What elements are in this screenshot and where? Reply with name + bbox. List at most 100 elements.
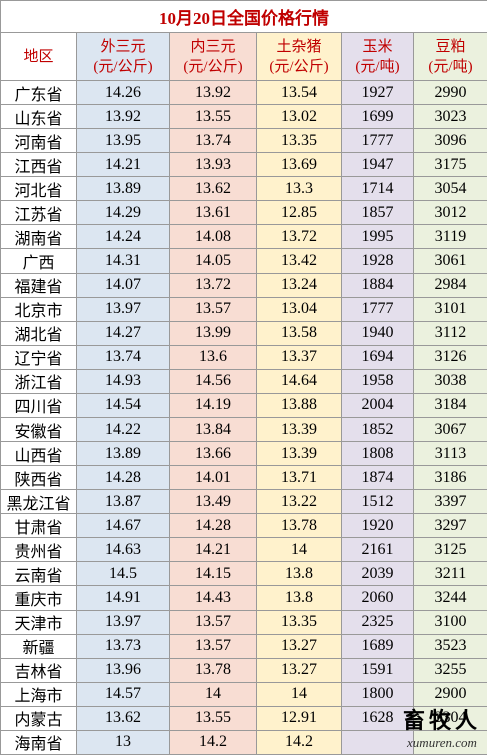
price-cell: 3113 (414, 442, 487, 467)
price-cell: 3397 (414, 490, 487, 515)
region-cell: 浙江省 (1, 369, 77, 394)
price-cell: 1874 (342, 466, 414, 491)
price-cell: 3096 (414, 129, 487, 154)
region-cell: 山西省 (1, 442, 77, 467)
price-cell: 13.92 (170, 81, 257, 106)
price-cell: 14.2 (257, 730, 342, 755)
region-cell: 陕西省 (1, 466, 77, 491)
price-cell: 3054 (414, 177, 487, 202)
price-cell: 13.87 (77, 490, 170, 515)
price-cell: 1800 (342, 682, 414, 707)
region-cell: 四川省 (1, 393, 77, 418)
price-cell: 13.27 (257, 658, 342, 683)
price-cell: 13.24 (257, 273, 342, 298)
price-cell: 13.37 (257, 345, 342, 370)
header-unit: (元/吨) (428, 58, 473, 75)
price-cell: 3100 (414, 610, 487, 635)
price-cell: 14.64 (257, 369, 342, 394)
price-cell: 3101 (414, 297, 487, 322)
price-cell: 2060 (342, 586, 414, 611)
price-cell: 14.07 (77, 273, 170, 298)
watermark-brand: 畜牧人 (402, 708, 481, 733)
price-cell: 3297 (414, 514, 487, 539)
price-cell: 1699 (342, 105, 414, 130)
price-cell: 14.2 (170, 730, 257, 755)
price-cell: 14.67 (77, 514, 170, 539)
price-cell: 13.49 (170, 490, 257, 515)
price-cell: 13.92 (77, 105, 170, 130)
header-cell: 地区 (1, 33, 77, 81)
price-cell: 14.63 (77, 538, 170, 563)
price-cell: 2984 (414, 273, 487, 298)
price-cell: 13.96 (77, 658, 170, 683)
header-cell: 豆粕 (元/吨) (414, 33, 487, 81)
header-name: 玉米 (362, 38, 393, 55)
header-name: 豆粕 (435, 38, 466, 55)
price-cell: 1777 (342, 297, 414, 322)
price-cell: 2004 (342, 393, 414, 418)
price-cell: 13.35 (257, 610, 342, 635)
header-unit: (元/公斤) (269, 58, 329, 75)
price-cell: 3023 (414, 105, 487, 130)
region-cell: 新疆 (1, 634, 77, 659)
watermark-site: xumuren.com (407, 735, 477, 750)
price-cell: 14.43 (170, 586, 257, 611)
region-cell: 江苏省 (1, 201, 77, 226)
price-cell: 1995 (342, 225, 414, 250)
region-cell: 山东省 (1, 105, 77, 130)
price-cell: 13.89 (77, 442, 170, 467)
price-cell: 13.97 (77, 610, 170, 635)
price-cell: 13.71 (257, 466, 342, 491)
price-cell: 3255 (414, 658, 487, 683)
price-cell: 14.31 (77, 249, 170, 274)
price-cell: 13.55 (170, 105, 257, 130)
price-cell: 3186 (414, 466, 487, 491)
price-cell: 3304 (414, 706, 487, 731)
header-name: 土杂猪 (276, 38, 322, 55)
price-cell: 3125 (414, 538, 487, 563)
price-cell: 14.54 (77, 393, 170, 418)
price-cell: 1927 (342, 81, 414, 106)
price-cell: 13.62 (77, 706, 170, 731)
region-cell: 河南省 (1, 129, 77, 154)
price-cell: 14.93 (77, 369, 170, 394)
price-cell: 13.54 (257, 81, 342, 106)
price-cell: 13.74 (77, 345, 170, 370)
price-cell: 13.61 (170, 201, 257, 226)
price-cell: 1689 (342, 634, 414, 659)
price-cell: 2161 (342, 538, 414, 563)
price-cell: 2900 (414, 682, 487, 707)
price-cell: 14.28 (77, 466, 170, 491)
price-cell: 13.99 (170, 321, 257, 346)
price-cell: 14 (257, 538, 342, 563)
price-cell: 14.5 (77, 562, 170, 587)
price-cell: 3112 (414, 321, 487, 346)
header-name: 地区 (23, 48, 54, 65)
price-cell: 13.93 (170, 153, 257, 178)
price-cell: 2325 (342, 610, 414, 635)
price-cell: 14.21 (77, 153, 170, 178)
price-cell: 14.24 (77, 225, 170, 250)
price-cell: 13.57 (170, 297, 257, 322)
price-cell: 1852 (342, 417, 414, 443)
price-cell: 14 (257, 682, 342, 707)
price-cell: 3175 (414, 153, 487, 178)
region-cell: 天津市 (1, 610, 77, 635)
price-cell: 3244 (414, 586, 487, 611)
region-cell: 上海市 (1, 682, 77, 707)
price-cell: 1857 (342, 201, 414, 226)
price-cell: 13.97 (77, 297, 170, 322)
price-cell: 1694 (342, 345, 414, 370)
region-cell: 湖北省 (1, 321, 77, 346)
price-cell: 13.35 (257, 129, 342, 154)
header-cell: 内三元 (元/公斤) (170, 33, 257, 81)
price-cell: 14.15 (170, 562, 257, 587)
price-cell: 1808 (342, 442, 414, 467)
price-cell: 13.66 (170, 442, 257, 467)
price-cell: 13.89 (77, 177, 170, 202)
price-cell: 3523 (414, 634, 487, 659)
price-cell: 13.22 (257, 490, 342, 515)
header-unit: (元/公斤) (93, 58, 153, 75)
header-cell: 土杂猪 (元/公斤) (257, 33, 342, 81)
